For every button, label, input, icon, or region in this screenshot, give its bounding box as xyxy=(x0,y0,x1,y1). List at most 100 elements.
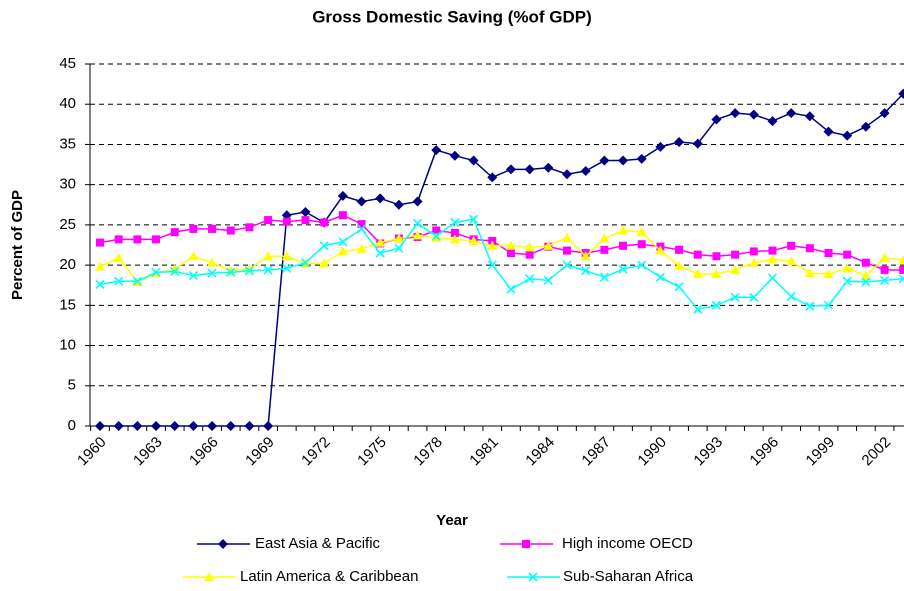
marker xyxy=(207,268,217,278)
marker xyxy=(263,251,274,261)
marker xyxy=(450,228,459,237)
marker xyxy=(860,270,871,280)
marker xyxy=(898,255,904,265)
marker xyxy=(282,217,291,226)
legend-marker xyxy=(204,572,214,581)
marker xyxy=(749,292,759,302)
marker xyxy=(393,199,404,210)
y-tick-label: 35 xyxy=(59,135,76,152)
marker xyxy=(412,218,423,228)
marker xyxy=(169,421,180,431)
marker xyxy=(320,218,329,227)
marker xyxy=(823,300,834,310)
marker xyxy=(655,272,665,282)
marker xyxy=(787,241,796,250)
x-tick-label: 2002 xyxy=(859,434,895,470)
marker xyxy=(264,216,273,225)
x-tick-label: 1972 xyxy=(298,434,334,470)
series-line xyxy=(99,218,904,311)
marker xyxy=(506,284,516,294)
marker xyxy=(225,421,236,431)
marker xyxy=(412,230,423,240)
marker xyxy=(487,172,498,183)
marker xyxy=(468,235,479,245)
marker xyxy=(823,126,834,137)
marker xyxy=(487,240,498,250)
marker xyxy=(861,277,871,287)
legend-label: High income OECD xyxy=(562,535,693,552)
marker xyxy=(805,244,814,253)
x-tick-label: 1963 xyxy=(130,434,166,470)
marker xyxy=(432,226,441,235)
y-tick-label: 5 xyxy=(68,377,76,394)
marker xyxy=(692,268,703,278)
marker xyxy=(114,235,123,244)
marker xyxy=(823,268,834,278)
marker xyxy=(600,245,609,254)
legend-label: Latin America & Caribbean xyxy=(240,568,418,585)
marker xyxy=(543,275,553,285)
marker xyxy=(244,421,255,431)
marker xyxy=(356,224,367,234)
marker xyxy=(300,207,311,218)
marker xyxy=(189,224,198,233)
marker xyxy=(244,266,255,276)
marker xyxy=(749,247,758,256)
marker xyxy=(898,88,904,99)
marker xyxy=(712,252,721,261)
marker xyxy=(599,155,610,166)
marker xyxy=(767,254,778,264)
marker xyxy=(113,252,124,262)
marker xyxy=(618,264,628,274)
x-tick-label: 1996 xyxy=(746,434,782,470)
y-tick-label: 25 xyxy=(59,216,76,233)
marker xyxy=(562,260,572,270)
marker xyxy=(449,150,460,161)
marker xyxy=(375,248,385,258)
marker xyxy=(562,169,572,180)
marker xyxy=(169,264,180,274)
marker xyxy=(804,268,815,278)
marker xyxy=(563,246,571,255)
marker xyxy=(188,421,199,431)
marker xyxy=(356,244,367,254)
marker xyxy=(655,245,666,255)
marker xyxy=(114,276,124,286)
marker xyxy=(95,421,105,431)
marker xyxy=(226,267,236,277)
marker xyxy=(525,274,535,284)
marker xyxy=(319,258,330,268)
marker xyxy=(655,141,666,152)
y-tick-label: 45 xyxy=(59,55,76,72)
marker xyxy=(132,421,143,431)
marker xyxy=(319,241,329,251)
marker xyxy=(860,121,871,132)
marker xyxy=(636,153,647,164)
marker xyxy=(693,304,703,314)
y-tick-label: 20 xyxy=(59,256,76,273)
marker xyxy=(356,196,367,207)
marker xyxy=(711,268,722,278)
x-tick-label: 1966 xyxy=(186,434,222,470)
x-tick-label: 1960 xyxy=(74,434,110,470)
marker xyxy=(599,233,610,243)
marker xyxy=(113,421,124,431)
marker xyxy=(693,250,702,259)
chart-title: Gross Domestic Saving (%of GDP) xyxy=(312,7,592,26)
marker xyxy=(525,250,534,259)
marker xyxy=(619,241,628,250)
marker xyxy=(879,108,890,119)
marker xyxy=(207,257,218,267)
marker xyxy=(431,145,442,156)
legend-marker xyxy=(218,539,228,549)
series-line xyxy=(99,214,904,271)
marker xyxy=(263,421,274,431)
marker xyxy=(711,114,722,125)
marker xyxy=(281,251,292,261)
marker xyxy=(450,217,460,228)
marker xyxy=(375,193,386,204)
marker xyxy=(730,292,740,302)
marker xyxy=(637,260,647,270)
marker xyxy=(151,421,162,431)
